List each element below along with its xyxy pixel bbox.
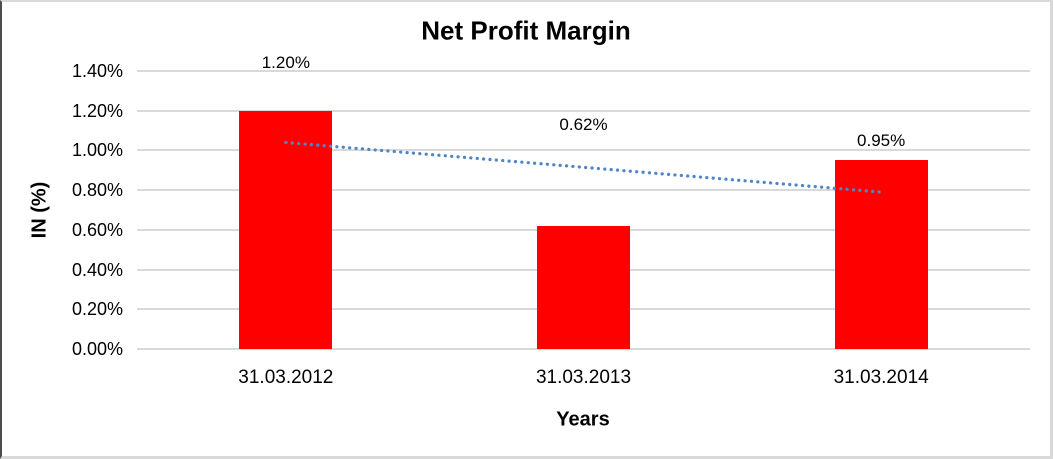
- y-tick-label: 0.20%: [71, 299, 123, 320]
- category-label: 31.03.2014: [833, 367, 929, 388]
- x-axis-line: [137, 348, 1030, 350]
- data-label: 1.20%: [261, 53, 310, 72]
- y-tick-label: 1.20%: [71, 100, 123, 121]
- data-label: 0.62%: [559, 115, 608, 134]
- y-tick-label: 1.00%: [71, 140, 123, 161]
- x-axis-title: Years: [556, 408, 610, 431]
- bar: [834, 160, 928, 349]
- y-tick-label: 0.40%: [71, 259, 123, 280]
- gridline: [137, 70, 1030, 72]
- category-label: 31.03.2012: [238, 367, 334, 388]
- y-tick-label: 1.40%: [71, 61, 123, 81]
- gridline: [137, 109, 1030, 112]
- y-tick-label: 0.00%: [71, 339, 123, 359]
- y-tick-label: 0.80%: [71, 180, 123, 201]
- category-label: 31.03.2013: [535, 367, 632, 388]
- bar: [239, 110, 333, 349]
- y-tick-label: 0.60%: [71, 219, 123, 240]
- bar: [537, 225, 630, 349]
- data-label: 0.95%: [857, 131, 906, 150]
- chart-title: Net Profit Margin: [421, 15, 631, 46]
